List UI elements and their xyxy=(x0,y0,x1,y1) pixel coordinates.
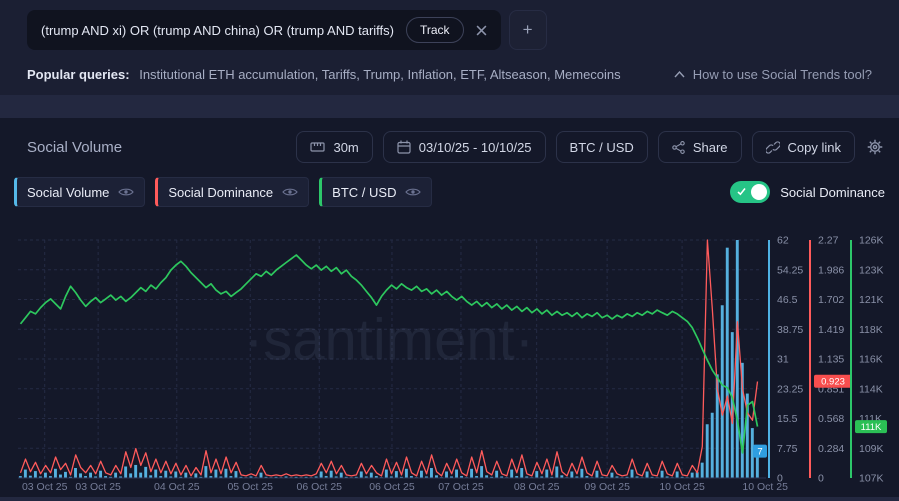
social-dominance-toggle[interactable] xyxy=(730,181,771,203)
svg-text:31: 31 xyxy=(777,354,789,366)
svg-text:0.923: 0.923 xyxy=(821,377,845,388)
svg-text:04 Oct 25: 04 Oct 25 xyxy=(154,481,200,493)
svg-text:0: 0 xyxy=(777,473,783,485)
svg-text:114K: 114K xyxy=(859,383,883,395)
svg-text:06 Oct 25: 06 Oct 25 xyxy=(369,481,415,493)
popular-queries-label: Popular queries: xyxy=(27,67,130,82)
svg-text:2.27: 2.27 xyxy=(818,235,839,247)
svg-text:7.75: 7.75 xyxy=(777,443,798,455)
svg-text:15.5: 15.5 xyxy=(777,413,798,425)
svg-text:09 Oct 25: 09 Oct 25 xyxy=(584,481,630,493)
query-input[interactable]: (trump AND xi) OR (trump AND china) OR (… xyxy=(27,10,501,50)
link-icon xyxy=(765,140,780,154)
settings-gear-icon[interactable] xyxy=(865,139,885,155)
svg-text:121K: 121K xyxy=(859,294,884,306)
toggle-label: Social Dominance xyxy=(780,184,885,200)
svg-text:0.284: 0.284 xyxy=(818,443,844,455)
add-query-button[interactable]: + xyxy=(508,10,547,50)
help-link[interactable]: How to use Social Trends tool? xyxy=(674,67,872,82)
svg-text:107K: 107K xyxy=(859,473,884,485)
track-button[interactable]: Track xyxy=(406,17,464,43)
svg-text:08 Oct 25: 08 Oct 25 xyxy=(514,481,560,493)
svg-text:46.5: 46.5 xyxy=(777,294,798,306)
check-icon xyxy=(737,187,746,196)
eye-icon[interactable] xyxy=(118,187,135,197)
svg-text:1.702: 1.702 xyxy=(818,294,844,306)
popular-queries: Popular queries: Institutional ETH accum… xyxy=(27,67,621,82)
svg-text:7: 7 xyxy=(757,446,762,457)
svg-text:118K: 118K xyxy=(859,324,883,336)
svg-text:23.25: 23.25 xyxy=(777,383,803,395)
svg-text:54.25: 54.25 xyxy=(777,264,803,276)
legend-chip-social-dominance[interactable]: Social Dominance xyxy=(155,177,310,207)
chevron-up-icon xyxy=(674,71,685,78)
ruler-icon xyxy=(310,142,326,152)
svg-text:0.568: 0.568 xyxy=(818,413,844,425)
svg-text:03 Oct 25: 03 Oct 25 xyxy=(22,481,68,493)
share-icon xyxy=(672,140,685,154)
svg-text:126K: 126K xyxy=(859,235,884,247)
svg-text:109K: 109K xyxy=(859,443,884,455)
legend-chip-label: Social Dominance xyxy=(168,184,274,200)
legend-chip-btc-usd[interactable]: BTC / USD xyxy=(319,177,433,207)
share-button[interactable]: Share xyxy=(657,131,742,163)
svg-text:38.75: 38.75 xyxy=(777,324,803,336)
chart-area: ·santiment· 62 54.25 46.5 38.75 31 23.25 15.5 7… xyxy=(18,228,899,496)
svg-text:06 Oct 25: 06 Oct 25 xyxy=(296,481,342,493)
interval-button[interactable]: 30m xyxy=(296,131,373,163)
chart-title: Social Volume xyxy=(27,138,123,156)
eye-icon[interactable] xyxy=(282,187,298,197)
legend-chip-label: Social Volume xyxy=(27,184,110,200)
svg-text:03 Oct 25: 03 Oct 25 xyxy=(75,481,121,493)
svg-text:1.986: 1.986 xyxy=(818,264,844,276)
svg-text:116K: 116K xyxy=(859,354,883,366)
legend-chip-label: BTC / USD xyxy=(332,184,397,200)
help-link-label: How to use Social Trends tool? xyxy=(692,67,872,82)
svg-text:0: 0 xyxy=(818,473,824,485)
legend-chip-social-volume[interactable]: Social Volume xyxy=(14,177,146,207)
query-text[interactable]: (trump AND xi) OR (trump AND china) OR (… xyxy=(41,22,394,38)
svg-text:62: 62 xyxy=(777,235,789,247)
popular-queries-items[interactable]: Institutional ETH accumulation, Tariffs,… xyxy=(139,67,621,82)
svg-text:05 Oct 25: 05 Oct 25 xyxy=(227,481,273,493)
svg-text:1.419: 1.419 xyxy=(818,324,844,336)
svg-text:07 Oct 25: 07 Oct 25 xyxy=(438,481,484,493)
svg-text:10 Oct 25: 10 Oct 25 xyxy=(742,481,788,493)
svg-text:10 Oct 25: 10 Oct 25 xyxy=(659,481,705,493)
toggle-knob xyxy=(751,184,768,200)
calendar-icon xyxy=(397,140,411,154)
eye-icon[interactable] xyxy=(405,187,422,197)
query-panel: (trump AND xi) OR (trump AND china) OR (… xyxy=(0,0,899,95)
asset-button[interactable]: BTC / USD xyxy=(555,131,648,163)
svg-text:1.135: 1.135 xyxy=(818,354,844,366)
date-range-button[interactable]: 03/10/25 - 10/10/25 xyxy=(382,131,546,163)
close-query-icon[interactable] xyxy=(476,25,487,36)
copy-link-button[interactable]: Copy link xyxy=(751,131,855,163)
svg-text:111K: 111K xyxy=(861,422,882,433)
chart-canvas[interactable]: 62 54.25 46.5 38.75 31 23.25 15.5 7.75 0 7 2.27 1.9… xyxy=(18,228,899,496)
chart-panel: Social Volume 30m 03/10/25 - 10/10/25 BT… xyxy=(0,118,899,497)
svg-text:123K: 123K xyxy=(859,264,884,276)
